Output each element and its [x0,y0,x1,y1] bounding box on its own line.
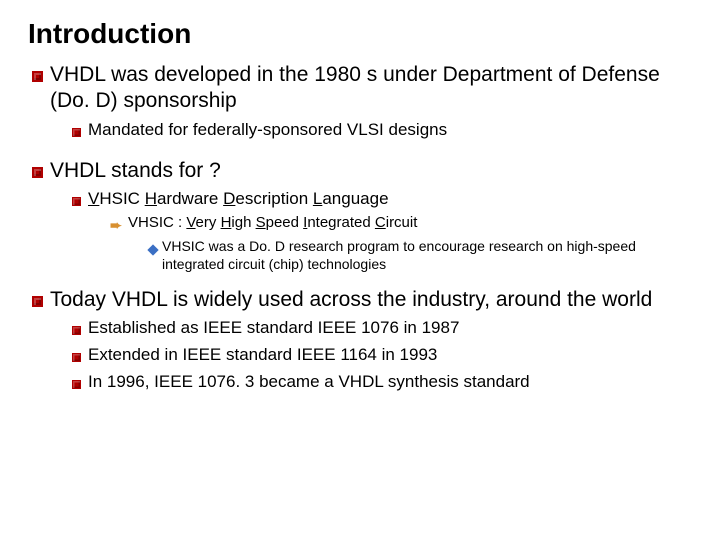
bullet-text: In 1996, IEEE 1076. 3 became a VHDL synt… [88,371,530,394]
square-bullet-icon [32,158,50,184]
bullet-level2: VHSIC Hardware Description Language [28,188,692,211]
bullet-level2: In 1996, IEEE 1076. 3 became a VHDL synt… [28,371,692,394]
bullet-text: VHSIC Hardware Description Language [88,188,389,211]
bullet-level1: VHDL was developed in the 1980 s under D… [28,62,692,115]
bullet-text: VHSIC : Very High Speed Integrated Circu… [128,213,417,235]
bullet-text: VHDL stands for ? [50,158,221,184]
bullet-text: Established as IEEE standard IEEE 1076 i… [88,317,459,340]
square-bullet-icon [32,287,50,313]
bullet-level3: ➨ VHSIC : Very High Speed Integrated Cir… [28,213,692,235]
bullet-text: Mandated for federally-sponsored VLSI de… [88,119,447,142]
bullet-text: VHDL was developed in the 1980 s under D… [50,62,692,115]
bullet-level2: Mandated for federally-sponsored VLSI de… [28,119,692,142]
bullet-text: Today VHDL is widely used across the ind… [50,287,652,313]
bullet-level2: Extended in IEEE standard IEEE 1164 in 1… [28,344,692,367]
square-bullet-icon [72,344,88,367]
bullet-level4: VHSIC was a Do. D research program to en… [28,237,692,273]
bullet-text: Extended in IEEE standard IEEE 1164 in 1… [88,344,437,367]
bullet-text: VHSIC was a Do. D research program to en… [162,237,692,273]
bullet-level2: Established as IEEE standard IEEE 1076 i… [28,317,692,340]
square-bullet-icon [72,119,88,142]
square-bullet-icon [72,317,88,340]
diamond-bullet-icon [148,237,162,273]
square-bullet-icon [32,62,50,115]
bullet-level1: Today VHDL is widely used across the ind… [28,287,692,313]
square-bullet-icon [72,188,88,211]
square-bullet-icon [72,371,88,394]
bullet-level1: VHDL stands for ? [28,158,692,184]
arrow-bullet-icon: ➨ [110,213,128,235]
slide-title: Introduction [28,18,692,50]
